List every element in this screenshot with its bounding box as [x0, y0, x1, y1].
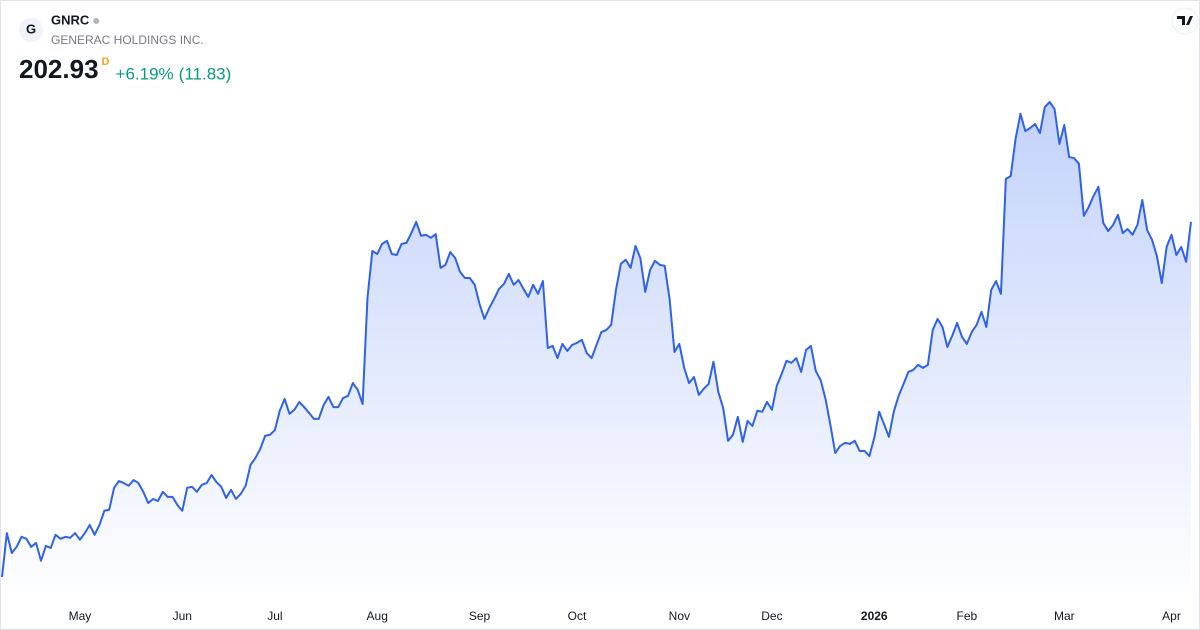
x-tick-label: 2026: [861, 609, 888, 623]
x-tick-label: Apr: [1162, 609, 1181, 623]
status-dot: [93, 18, 100, 24]
logo: G: [26, 21, 36, 36]
x-tick-label: Oct: [568, 609, 587, 623]
x-tick-label: Jul: [267, 609, 282, 623]
plot-area: [1, 101, 1192, 600]
change: (11.83): [179, 64, 232, 83]
x-tick-label: May: [69, 609, 92, 623]
area-fill: [2, 102, 1191, 600]
x-tick-label: Feb: [957, 609, 978, 623]
interval: D: [102, 56, 110, 68]
x-tick-label: Aug: [367, 609, 388, 623]
x-tick-label: Mar: [1054, 609, 1075, 623]
symbol: GNRC: [51, 12, 90, 27]
x-tick-label: Jun: [173, 609, 192, 623]
logo-badge: [19, 18, 43, 42]
price: 202.93: [19, 54, 99, 84]
change-percent: +6.19%: [116, 64, 174, 83]
x-tick-label: Nov: [669, 609, 690, 623]
x-tick-label: Sep: [469, 609, 491, 623]
price-line: [1, 101, 1192, 578]
x-tick-label: Dec: [761, 609, 782, 623]
company-name: GENERAC HOLDINGS INC.: [51, 33, 204, 47]
tradingview-logo: [1171, 7, 1199, 35]
